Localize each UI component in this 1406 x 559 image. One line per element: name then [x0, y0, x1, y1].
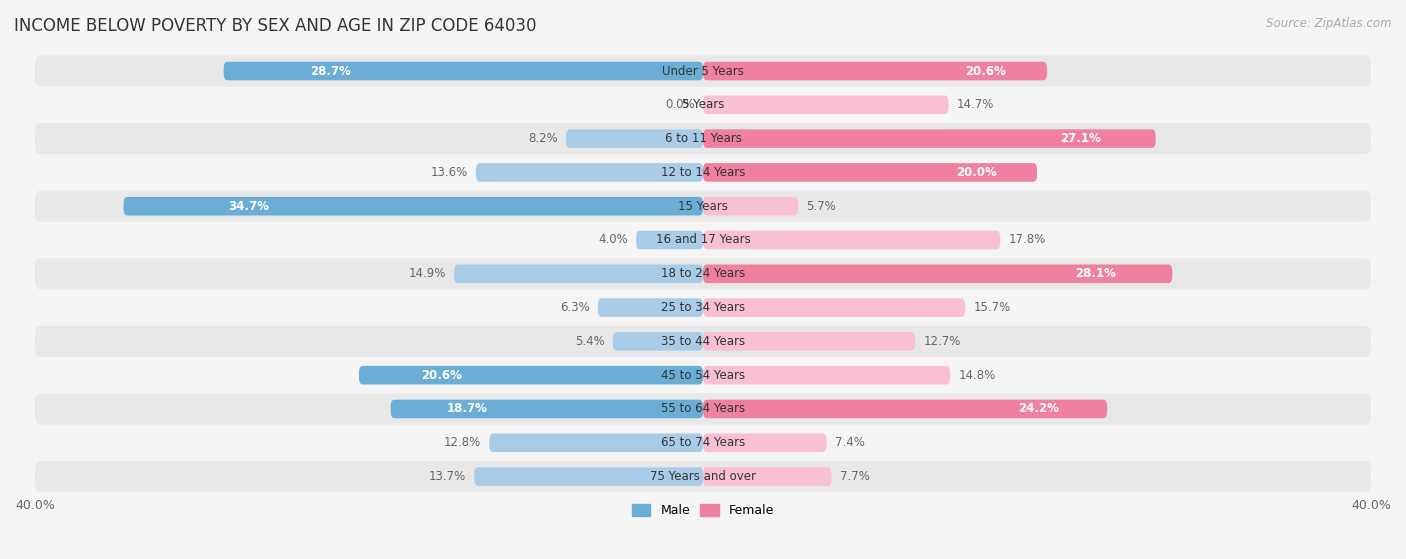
Text: 65 to 74 Years: 65 to 74 Years	[661, 436, 745, 449]
FancyBboxPatch shape	[703, 433, 827, 452]
FancyBboxPatch shape	[35, 157, 1371, 188]
Text: 4.0%: 4.0%	[598, 234, 628, 247]
FancyBboxPatch shape	[703, 163, 1038, 182]
FancyBboxPatch shape	[475, 163, 703, 182]
Text: 7.4%: 7.4%	[835, 436, 865, 449]
Text: 45 to 54 Years: 45 to 54 Years	[661, 369, 745, 382]
Text: 20.6%: 20.6%	[965, 64, 1005, 78]
Text: 16 and 17 Years: 16 and 17 Years	[655, 234, 751, 247]
Text: 5 Years: 5 Years	[682, 98, 724, 111]
Text: 27.1%: 27.1%	[1060, 132, 1101, 145]
Text: 28.1%: 28.1%	[1076, 267, 1116, 280]
Text: 12 to 14 Years: 12 to 14 Years	[661, 166, 745, 179]
Text: 55 to 64 Years: 55 to 64 Years	[661, 402, 745, 415]
Text: 18.7%: 18.7%	[447, 402, 488, 415]
Text: 35 to 44 Years: 35 to 44 Years	[661, 335, 745, 348]
Text: INCOME BELOW POVERTY BY SEX AND AGE IN ZIP CODE 64030: INCOME BELOW POVERTY BY SEX AND AGE IN Z…	[14, 17, 537, 35]
Text: 15.7%: 15.7%	[973, 301, 1011, 314]
Text: Under 5 Years: Under 5 Years	[662, 64, 744, 78]
Text: 0.0%: 0.0%	[665, 98, 695, 111]
FancyBboxPatch shape	[598, 299, 703, 317]
Text: 5.7%: 5.7%	[807, 200, 837, 213]
Text: 7.7%: 7.7%	[839, 470, 870, 483]
Text: 12.7%: 12.7%	[924, 335, 960, 348]
FancyBboxPatch shape	[703, 400, 1107, 418]
FancyBboxPatch shape	[35, 326, 1371, 357]
Text: 14.9%: 14.9%	[408, 267, 446, 280]
FancyBboxPatch shape	[35, 225, 1371, 255]
FancyBboxPatch shape	[567, 129, 703, 148]
FancyBboxPatch shape	[703, 129, 1156, 148]
FancyBboxPatch shape	[35, 394, 1371, 424]
FancyBboxPatch shape	[35, 123, 1371, 154]
Text: 14.8%: 14.8%	[959, 369, 995, 382]
Text: 20.0%: 20.0%	[956, 166, 997, 179]
Text: 6 to 11 Years: 6 to 11 Years	[665, 132, 741, 145]
Text: 20.6%: 20.6%	[420, 369, 461, 382]
FancyBboxPatch shape	[35, 427, 1371, 458]
FancyBboxPatch shape	[703, 96, 949, 114]
FancyBboxPatch shape	[703, 197, 799, 216]
FancyBboxPatch shape	[703, 61, 1047, 80]
Text: 6.3%: 6.3%	[560, 301, 589, 314]
Text: 14.7%: 14.7%	[957, 98, 994, 111]
FancyBboxPatch shape	[703, 264, 1173, 283]
FancyBboxPatch shape	[35, 55, 1371, 87]
FancyBboxPatch shape	[35, 461, 1371, 492]
Text: 28.7%: 28.7%	[309, 64, 352, 78]
Text: Source: ZipAtlas.com: Source: ZipAtlas.com	[1267, 17, 1392, 30]
Text: 18 to 24 Years: 18 to 24 Years	[661, 267, 745, 280]
FancyBboxPatch shape	[454, 264, 703, 283]
Text: 34.7%: 34.7%	[228, 200, 269, 213]
FancyBboxPatch shape	[613, 332, 703, 350]
Text: 17.8%: 17.8%	[1008, 234, 1046, 247]
FancyBboxPatch shape	[35, 258, 1371, 290]
FancyBboxPatch shape	[703, 299, 965, 317]
FancyBboxPatch shape	[489, 433, 703, 452]
Text: 24.2%: 24.2%	[1018, 402, 1059, 415]
FancyBboxPatch shape	[35, 292, 1371, 323]
Text: 13.6%: 13.6%	[430, 166, 468, 179]
Text: 5.4%: 5.4%	[575, 335, 605, 348]
FancyBboxPatch shape	[474, 467, 703, 486]
FancyBboxPatch shape	[636, 231, 703, 249]
FancyBboxPatch shape	[35, 191, 1371, 222]
Text: 25 to 34 Years: 25 to 34 Years	[661, 301, 745, 314]
FancyBboxPatch shape	[35, 359, 1371, 391]
Text: 75 Years and over: 75 Years and over	[650, 470, 756, 483]
Legend: Male, Female: Male, Female	[627, 499, 779, 522]
Text: 15 Years: 15 Years	[678, 200, 728, 213]
FancyBboxPatch shape	[703, 332, 915, 350]
FancyBboxPatch shape	[35, 89, 1371, 120]
Text: 8.2%: 8.2%	[527, 132, 558, 145]
FancyBboxPatch shape	[224, 61, 703, 80]
FancyBboxPatch shape	[703, 467, 831, 486]
FancyBboxPatch shape	[703, 231, 1000, 249]
FancyBboxPatch shape	[391, 400, 703, 418]
Text: 12.8%: 12.8%	[444, 436, 481, 449]
Text: 13.7%: 13.7%	[429, 470, 465, 483]
FancyBboxPatch shape	[703, 366, 950, 385]
FancyBboxPatch shape	[124, 197, 703, 216]
FancyBboxPatch shape	[359, 366, 703, 385]
